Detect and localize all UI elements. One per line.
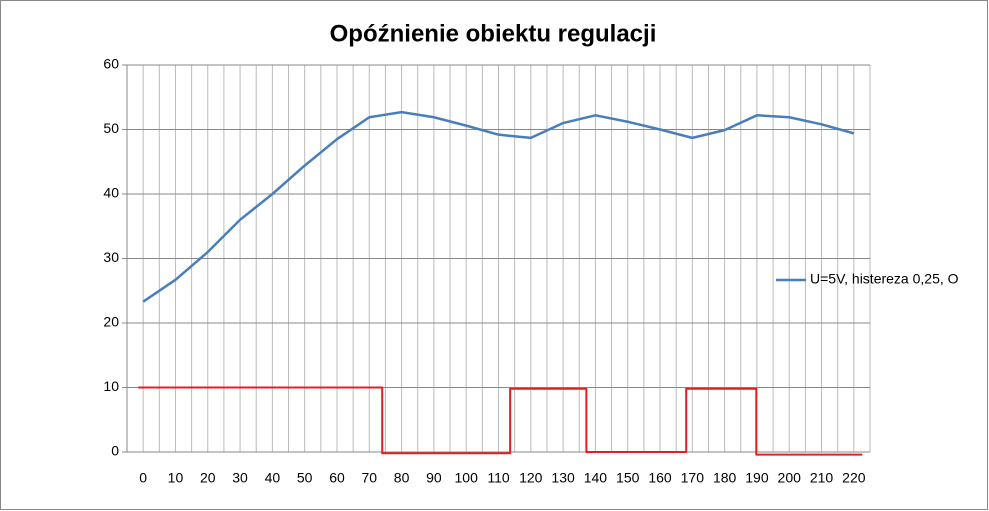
x-tick-label: 30 [232,470,248,486]
y-tick-label: 50 [103,120,119,136]
y-tick-label: 40 [103,185,119,201]
y-tick-label: 60 [103,56,119,72]
y-tick-label: 30 [103,249,119,265]
series-line [138,386,863,456]
x-tick-label: 60 [329,470,345,486]
x-tick-label: 80 [394,470,410,486]
x-tick-label: 140 [584,470,608,486]
legend-label: U=5V, histereza 0,25, O [810,271,959,287]
x-tick-label: 120 [519,470,543,486]
x-tick-label: 220 [842,470,866,486]
x-tick-label: 150 [616,470,640,486]
y-tick-label: 10 [103,378,119,394]
x-tick-label: 70 [361,470,377,486]
x-tick-label: 0 [139,470,147,486]
x-tick-label: 50 [297,470,313,486]
x-tick-label: 40 [265,470,281,486]
x-tick-label: 180 [713,470,737,486]
x-tick-label: 210 [810,470,834,486]
chart-title: Opóźnienie obiektu regulacji [330,20,657,47]
series-line [142,110,855,303]
x-tick-label: 20 [200,470,216,486]
x-tick-label: 190 [745,470,769,486]
y-tick-label: 0 [111,443,119,459]
x-tick-label: 100 [455,470,479,486]
y-tick-label: 20 [103,314,119,330]
x-tick-label: 110 [487,470,510,486]
x-tick-label: 130 [551,470,575,486]
x-tick-label: 90 [426,470,442,486]
x-tick-label: 160 [648,470,672,486]
x-tick-label: 10 [168,470,184,486]
x-tick-label: 200 [778,470,802,486]
x-tick-label: 170 [681,470,705,486]
